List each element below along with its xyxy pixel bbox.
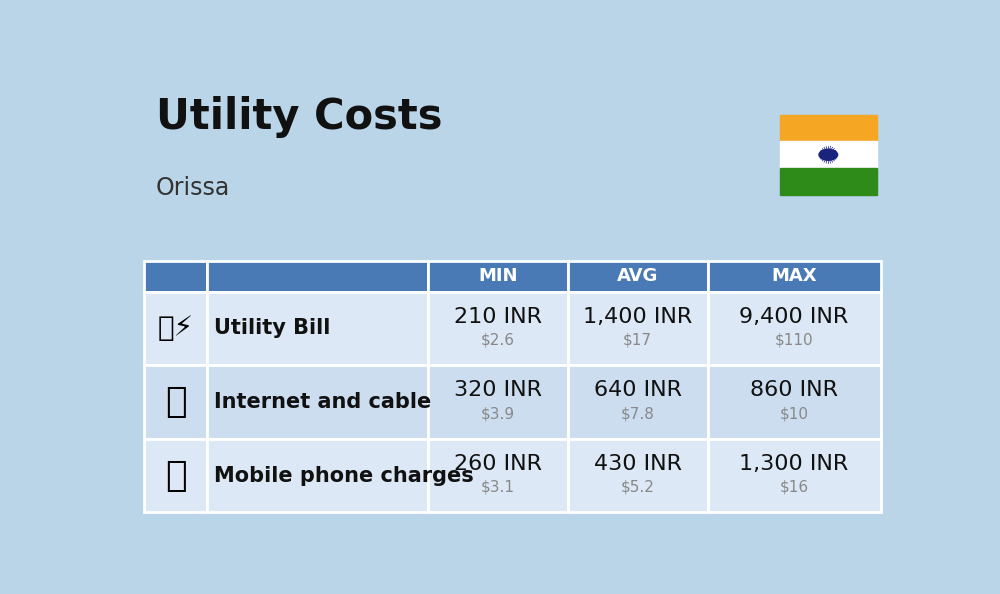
Bar (708, 261, 881, 292)
Text: $3.1: $3.1 (481, 480, 515, 495)
Text: MIN: MIN (478, 267, 518, 285)
Bar (780, 141, 877, 168)
Bar (144, 261, 207, 292)
Bar (207, 292, 428, 365)
Text: $2.6: $2.6 (481, 333, 515, 347)
Bar (428, 439, 568, 513)
Text: $16: $16 (780, 480, 809, 495)
Text: $10: $10 (780, 406, 809, 421)
Text: 430 INR: 430 INR (594, 454, 682, 474)
Bar (568, 439, 708, 513)
Text: 860 INR: 860 INR (750, 380, 838, 400)
Bar (207, 365, 428, 439)
Text: 260 INR: 260 INR (454, 454, 542, 474)
Text: 1,300 INR: 1,300 INR (739, 454, 849, 474)
Text: 320 INR: 320 INR (454, 380, 542, 400)
Text: $5.2: $5.2 (621, 480, 655, 495)
Bar (708, 292, 881, 365)
Text: 9,400 INR: 9,400 INR (739, 307, 849, 327)
Text: Utility Costs: Utility Costs (156, 96, 442, 138)
Bar (428, 261, 568, 292)
Bar (708, 439, 881, 513)
Bar (708, 365, 881, 439)
Bar (780, 168, 877, 195)
Text: $3.9: $3.9 (481, 406, 515, 421)
Bar (568, 292, 708, 365)
Bar (144, 292, 207, 365)
Bar (207, 439, 428, 513)
Text: 1,400 INR: 1,400 INR (583, 307, 692, 327)
Bar (144, 439, 207, 513)
Text: 🔧⚡: 🔧⚡ (158, 314, 194, 342)
Bar (780, 115, 877, 141)
Text: 640 INR: 640 INR (594, 380, 682, 400)
Text: $7.8: $7.8 (621, 406, 655, 421)
Text: 210 INR: 210 INR (454, 307, 542, 327)
Text: Internet and cable: Internet and cable (214, 392, 432, 412)
Circle shape (819, 149, 838, 160)
Text: 📡: 📡 (165, 385, 186, 419)
Text: AVG: AVG (617, 267, 658, 285)
Bar (428, 365, 568, 439)
Text: $17: $17 (623, 333, 652, 347)
Bar (207, 261, 428, 292)
Bar (144, 365, 207, 439)
Bar (568, 365, 708, 439)
Text: $110: $110 (775, 333, 813, 347)
Text: MAX: MAX (771, 267, 817, 285)
Text: Orissa: Orissa (156, 176, 230, 201)
Text: Mobile phone charges: Mobile phone charges (214, 466, 474, 485)
Bar (428, 292, 568, 365)
Bar (568, 261, 708, 292)
Text: Utility Bill: Utility Bill (214, 318, 331, 339)
Text: 📱: 📱 (165, 459, 186, 492)
